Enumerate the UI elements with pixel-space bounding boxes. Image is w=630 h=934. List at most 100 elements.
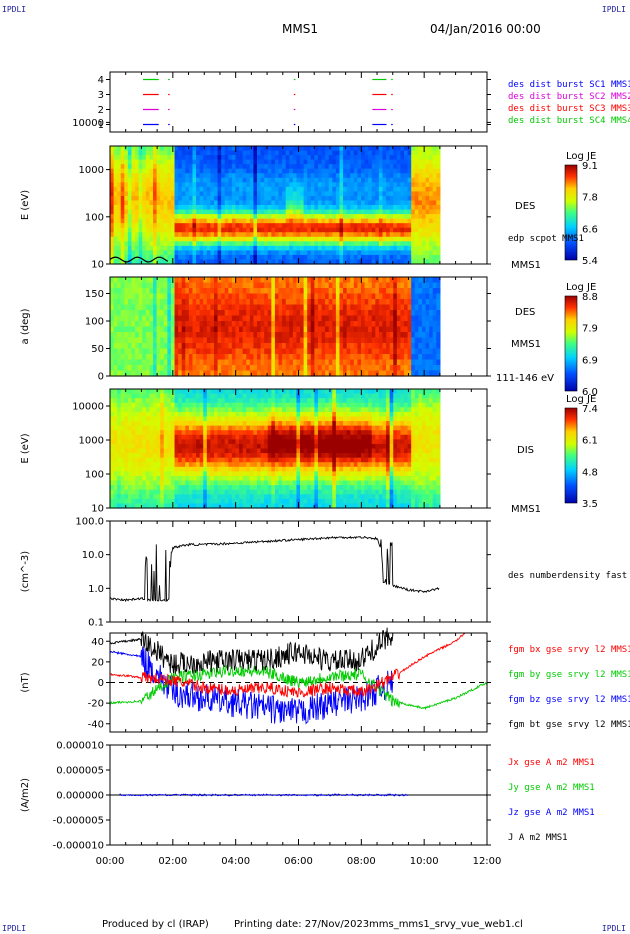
mission-title: MMS1 bbox=[282, 22, 318, 36]
current-legend-entry: J A m2 MMS1 bbox=[508, 833, 568, 843]
dis-spec-colorbar-tick: 6.1 bbox=[582, 436, 598, 447]
current-ytick: 0.000000 bbox=[56, 791, 104, 802]
xaxis-tick-label: 12:00 bbox=[473, 856, 502, 867]
dis-spec-ytick: 1000 bbox=[79, 436, 104, 447]
des-pa-colorbar-tick: 7.9 bbox=[582, 324, 598, 335]
density-series-line bbox=[109, 535, 440, 603]
burst-ytick-4: 4 bbox=[98, 75, 104, 86]
dis-spec-colorbar bbox=[564, 407, 578, 504]
bfield-legend-entry: fgm bx gse srvy l2 MMS1 bbox=[508, 645, 630, 655]
corner-tag-bottom-left: IPDLI bbox=[2, 924, 27, 933]
des-spec-colorbar-tick: 5.4 bbox=[582, 256, 598, 267]
des-pa-ytick: 150 bbox=[85, 289, 104, 300]
des-spec-cells bbox=[110, 146, 441, 265]
dis-spec-ytick: 100 bbox=[85, 470, 104, 481]
current-ytick: 0.000005 bbox=[56, 766, 104, 777]
bfield-legend-entry: fgm bt gse srvy l2 MMS1 bbox=[508, 720, 630, 730]
current-ylabel: (A/m2) bbox=[20, 778, 31, 812]
xaxis-tick-label: 00:00 bbox=[96, 856, 125, 867]
xaxis-tick-label: 04:00 bbox=[221, 856, 250, 867]
xaxis-tick-label: 06:00 bbox=[284, 856, 313, 867]
burst-ytick-3: 3 bbox=[98, 90, 104, 101]
des-pa-colorbar-tick: 6.9 bbox=[582, 355, 598, 366]
xaxis-tick-label: 02:00 bbox=[158, 856, 187, 867]
current-jz-line bbox=[119, 793, 408, 797]
burst-legend-entry: des dist burst SC2 MMS2 bbox=[508, 92, 630, 102]
footer-script-name: mms_mms1_srvy_vue_web1.cl bbox=[369, 919, 523, 930]
des-pa-ytick: 100 bbox=[85, 317, 104, 328]
density-ytick: 10.0 bbox=[82, 550, 104, 561]
burst-legend-entry: des dist burst SC1 MMS1 bbox=[508, 80, 630, 90]
dis-spec-colorbar-tick: 3.5 bbox=[582, 499, 598, 510]
density-frame bbox=[109, 520, 488, 623]
corner-tag-top-left: IPDLI bbox=[2, 5, 27, 14]
bfield-ylabel: (nT) bbox=[20, 672, 31, 692]
burst-legend-entry: des dist burst SC4 MMS4 bbox=[508, 116, 630, 126]
xaxis-tick-label: 10:00 bbox=[410, 856, 439, 867]
dis-spec-cells bbox=[110, 389, 441, 509]
des-pa-cells bbox=[110, 277, 441, 377]
des-pa-colorbar bbox=[564, 295, 578, 392]
current-ytick: -0.000010 bbox=[53, 841, 104, 852]
bfield-bx-line bbox=[109, 633, 466, 698]
bfield-ytick: -40 bbox=[88, 719, 104, 730]
des-pa-energy-range: 111-146 eV bbox=[496, 373, 554, 384]
bfield-bz-line bbox=[109, 646, 394, 725]
burst-ytick-1: 1 bbox=[98, 120, 104, 131]
density-ytick: 1.0 bbox=[88, 584, 104, 595]
density-ytick: 0.1 bbox=[88, 618, 104, 629]
des-pa-colorbar-tick: 8.8 bbox=[582, 292, 598, 303]
current-legend-entry: Jy gse A m2 MMS1 bbox=[508, 783, 595, 793]
des-spec-scpot-line bbox=[109, 256, 169, 263]
footer-printing-date: Printing date: 27/Nov/2023 bbox=[234, 919, 370, 930]
des-spec-colorbar-tick: 7.8 bbox=[582, 193, 598, 204]
current-legend-entry: Jx gse A m2 MMS1 bbox=[508, 758, 595, 768]
des-spec-ylabel: E (eV) bbox=[20, 190, 31, 220]
dis-spec-ytick: 10000 bbox=[72, 402, 104, 413]
des-spec-ytick: 10 bbox=[91, 260, 104, 271]
dis-spec-colorbar-title: Log JE bbox=[566, 394, 596, 405]
burst-legend-entry: des dist burst SC3 MMS3 bbox=[508, 104, 630, 114]
des-pa-ytick: 0 bbox=[98, 372, 104, 383]
dis-spec-colorbar-tick: 7.4 bbox=[582, 404, 598, 415]
des-spec-spacecraft: MMS1 bbox=[511, 260, 541, 271]
des-spec-colorbar-tick: 9.1 bbox=[582, 161, 598, 172]
dis-spec-colorbar-tick: 4.8 bbox=[582, 467, 598, 478]
des-spec-overlay-label: edp scpot MMS1 bbox=[508, 234, 584, 244]
des-pa-colorbar-title: Log JE bbox=[566, 282, 596, 293]
des-pa-colorbar-tick: 6.0 bbox=[582, 387, 598, 398]
density-ytick: 100.0 bbox=[75, 517, 104, 528]
bfield-ytick: 0 bbox=[98, 678, 104, 689]
des-pa-ytick: 50 bbox=[91, 344, 104, 355]
bfield-bt-line bbox=[109, 627, 394, 674]
des-spec-colorbar-title: Log JE bbox=[566, 151, 596, 162]
current-legend-entry: Jz gse A m2 MMS1 bbox=[508, 808, 595, 818]
des-spec-ytick: 10000 bbox=[72, 118, 104, 129]
bfield-ytick: 40 bbox=[91, 637, 104, 648]
des-spec-colorbar-tick: 6.6 bbox=[582, 224, 598, 235]
density-ylabel: (cm^-3) bbox=[20, 551, 31, 592]
bfield-by-line bbox=[109, 663, 488, 711]
corner-tag-top-right: IPDLI bbox=[601, 5, 626, 14]
current-ytick: 0.000010 bbox=[56, 741, 104, 752]
footer-produced: Produced by cl (IRAP) bbox=[102, 919, 209, 930]
dis-spec-spacecraft: MMS1 bbox=[511, 504, 541, 515]
des-spec-colorbar bbox=[564, 164, 578, 261]
des-spec-ytick: 100 bbox=[85, 212, 104, 223]
bfield-legend-entry: fgm bz gse srvy l2 MMS1 bbox=[508, 695, 630, 705]
bfield-legend-entry: fgm by gse srvy l2 MMS1 bbox=[508, 670, 630, 680]
des-pa-ylabel: a (deg) bbox=[20, 308, 31, 344]
des-spec-instrument: DES bbox=[515, 201, 535, 212]
burst-ytick-2: 2 bbox=[98, 105, 104, 116]
bfield-ytick: 20 bbox=[91, 657, 104, 668]
des-spec-ytick: 1000 bbox=[79, 165, 104, 176]
dis-spec-ytick: 10 bbox=[91, 504, 104, 515]
density-series-label: des numberdensity fast MMS1 bbox=[508, 571, 630, 581]
current-ytick: -0.000005 bbox=[53, 816, 104, 827]
xaxis-tick-label: 08:00 bbox=[347, 856, 376, 867]
des-pa-spacecraft: MMS1 bbox=[511, 339, 541, 350]
des-pa-instrument: DES bbox=[515, 307, 535, 318]
burst-panel-frame bbox=[109, 71, 488, 133]
dis-spec-instrument: DIS bbox=[517, 445, 534, 456]
